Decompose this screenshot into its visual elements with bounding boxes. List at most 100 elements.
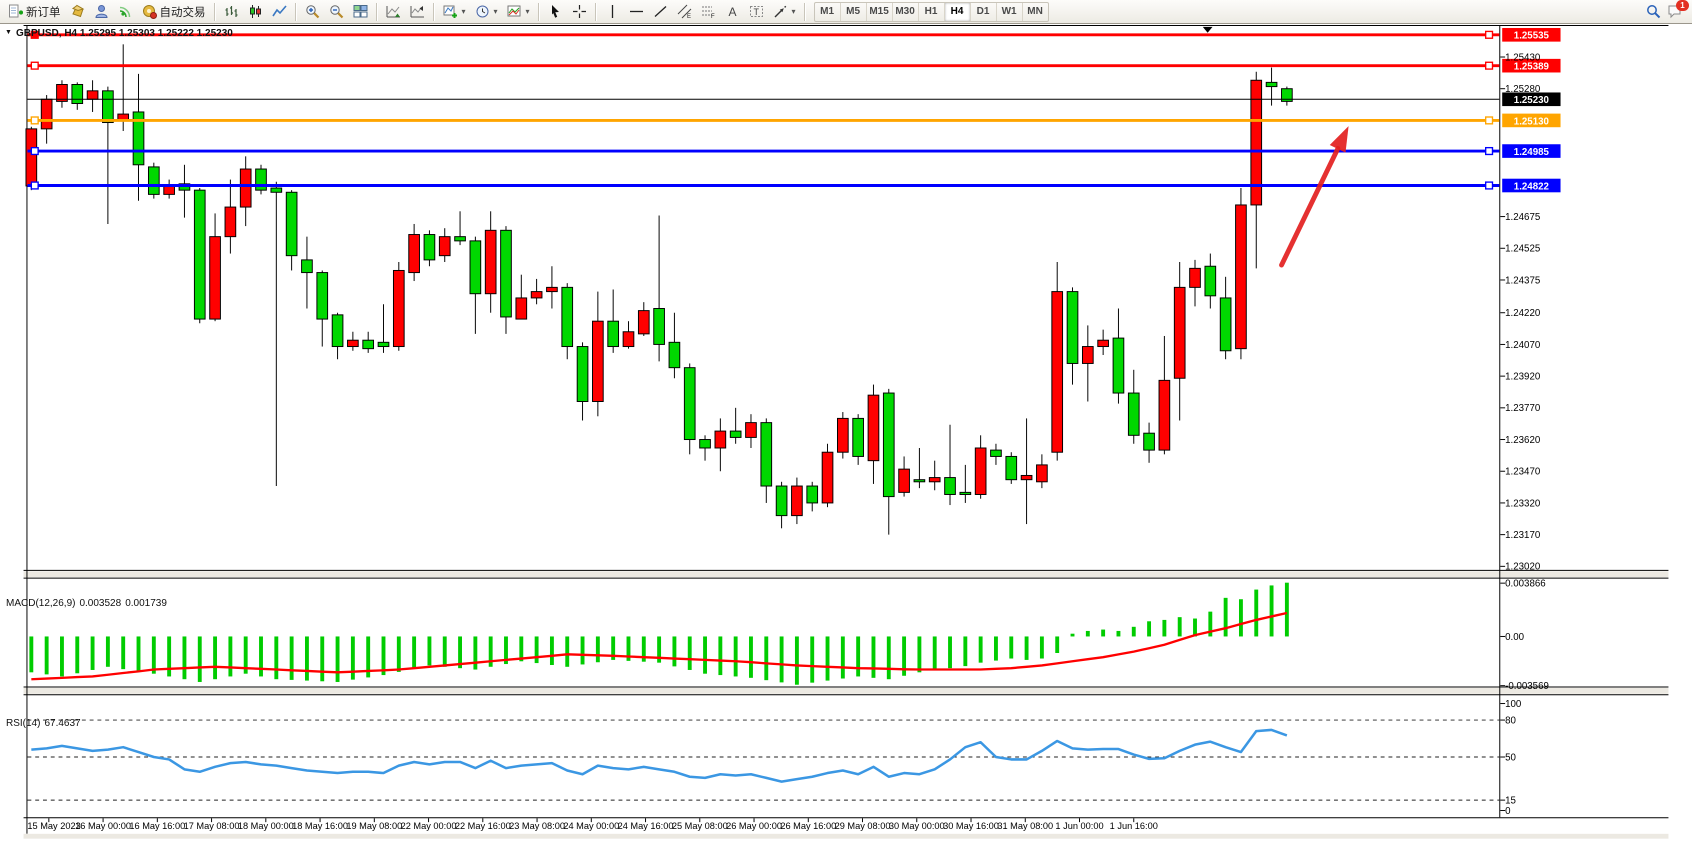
chevron-down-icon: ▾: [791, 7, 796, 16]
trend-arrow-head[interactable]: [1329, 126, 1349, 153]
date-label: 25 May 08:00: [672, 821, 728, 831]
candle-bullish: [239, 168, 252, 208]
price-badge-label: 1.25130: [1514, 116, 1549, 127]
timeframe-button-mn[interactable]: MN: [1027, 5, 1043, 17]
candle-bearish: [377, 341, 390, 348]
macd-histogram-bar: [917, 636, 922, 673]
candle-bearish: [71, 83, 84, 104]
line-right-handle[interactable]: [1484, 181, 1494, 190]
symbol-dropdown-icon[interactable]: ▼: [5, 29, 12, 36]
candle-bullish: [974, 447, 987, 495]
macd-signal-line: [31, 611, 1288, 681]
zoom-in-button[interactable]: [301, 2, 324, 22]
macd-histogram-bar: [75, 636, 80, 674]
gold-cube-icon: [71, 4, 84, 18]
timeframe-button-d1[interactable]: D1: [971, 2, 997, 21]
candle-bearish: [913, 479, 926, 483]
candlestick-chart-button[interactable]: [244, 2, 267, 22]
candle-bearish: [1005, 455, 1018, 481]
macd-histogram-bar: [825, 636, 830, 681]
clock-icon: [476, 5, 489, 18]
price-tick-label: 1.24070: [1505, 340, 1541, 351]
trend-arrow-line[interactable]: [1279, 146, 1341, 268]
timeframe-button-m30[interactable]: M30: [893, 2, 919, 21]
macd-histogram-bar: [718, 636, 723, 676]
date-label: 26 May 16:00: [780, 821, 836, 831]
timeframe-button-m1[interactable]: M1: [815, 2, 841, 21]
history-center-button[interactable]: [66, 2, 89, 22]
price-badge-label: 1.25535: [1514, 31, 1550, 42]
new-order-button[interactable]: 新订单: [4, 2, 65, 22]
tile-windows-button[interactable]: [349, 2, 372, 22]
fibonacci-tool-button[interactable]: F: [697, 2, 720, 22]
vertical-line-tool-button[interactable]: [601, 2, 624, 22]
text-label-tool-button[interactable]: T: [745, 2, 768, 22]
line-left-handle[interactable]: [30, 30, 39, 39]
indicators-button[interactable]: ▾: [439, 2, 470, 22]
chart-shift-marker[interactable]: [1202, 26, 1213, 33]
macd-histogram-bar: [1269, 585, 1274, 637]
candle-bearish: [760, 422, 773, 487]
panel-separator[interactable]: [23, 687, 1669, 694]
autotrade-button[interactable]: 自动交易: [138, 2, 210, 22]
chart-window[interactable]: 1.25535 1.25389 1.25230 1.25130 1.24985 1.248…: [0, 24, 1692, 862]
cursor-tool-button[interactable]: [544, 2, 567, 22]
price-badge-label: 1.25230: [1514, 95, 1549, 106]
candle-bullish: [1051, 291, 1064, 453]
template-icon: [507, 5, 521, 17]
line-right-handle[interactable]: [1484, 116, 1494, 125]
price-tick-label: 1.23470: [1505, 467, 1541, 478]
equidistant-channel-tool-button[interactable]: E: [673, 2, 696, 22]
signal-button[interactable]: [114, 2, 137, 22]
candle-bullish: [1097, 339, 1109, 348]
macd-histogram-bar: [1208, 611, 1213, 637]
panel-separator[interactable]: [23, 571, 1669, 578]
timeframe-button-h4[interactable]: H4: [944, 2, 971, 21]
trendline-tool-button[interactable]: [649, 2, 672, 22]
line-right-handle[interactable]: [1484, 146, 1494, 156]
macd-axis-label: 0.00: [1505, 632, 1525, 643]
cursor-icon: [551, 5, 559, 18]
horizontal-line-tool-button[interactable]: [625, 2, 648, 22]
macd-histogram-bar: [1116, 630, 1121, 637]
line-chart-button[interactable]: [268, 2, 291, 22]
timeframe-button-h1[interactable]: H1: [919, 2, 945, 21]
line-left-handle[interactable]: [30, 181, 39, 190]
zoom-out-button[interactable]: [325, 2, 348, 22]
chart-shift-button[interactable]: [406, 2, 429, 22]
chart-canvas[interactable]: 1.25535 1.25389 1.25230 1.25130 1.24985 1.248…: [0, 24, 1692, 862]
candle-bearish: [132, 111, 145, 166]
timeframe-button-m5[interactable]: M5: [841, 2, 867, 21]
macd-histogram-bar: [121, 636, 126, 670]
community-button[interactable]: [90, 2, 113, 22]
price-badge: [1502, 28, 1561, 42]
macd-histogram-bar: [611, 636, 616, 660]
text-tool-button[interactable]: A: [721, 2, 744, 22]
macd-histogram-bar: [978, 636, 983, 663]
bar-chart-button[interactable]: [220, 2, 243, 22]
macd-histogram-bar: [488, 636, 493, 667]
price-tick-label: 1.23020: [1505, 562, 1541, 573]
chat-button[interactable]: 1: [1667, 0, 1689, 19]
macd-histogram-bar: [549, 636, 554, 666]
timeframe-button-m15[interactable]: M15: [867, 2, 893, 21]
line-left-handle[interactable]: [30, 146, 39, 156]
timeframe-button-w1[interactable]: W1: [997, 2, 1023, 21]
periods-button[interactable]: ▾: [471, 2, 502, 22]
line-left-handle[interactable]: [30, 116, 39, 125]
macd-histogram-bar: [1238, 599, 1243, 637]
auto-scroll-button[interactable]: [382, 2, 405, 22]
shapes-tool-button[interactable]: ▾: [769, 2, 800, 22]
date-label: 18 May 00:00: [238, 821, 294, 831]
line-right-handle[interactable]: [1484, 30, 1494, 39]
templates-button[interactable]: ▾: [503, 2, 534, 22]
macd-histogram-bar: [1070, 633, 1075, 637]
macd-histogram-bar: [350, 636, 355, 680]
candle-bullish: [86, 90, 99, 100]
macd-histogram-bar: [136, 636, 141, 672]
search-icon[interactable]: [1646, 4, 1661, 19]
line-right-handle[interactable]: [1484, 61, 1494, 70]
macd-histogram-bar: [320, 636, 325, 682]
crosshair-tool-button[interactable]: [568, 2, 591, 22]
line-left-handle[interactable]: [30, 61, 39, 70]
